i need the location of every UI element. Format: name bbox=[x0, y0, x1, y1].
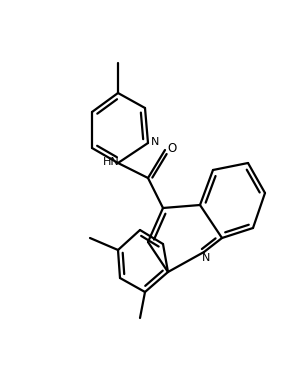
Text: N: N bbox=[151, 137, 159, 147]
Text: HN: HN bbox=[103, 157, 119, 167]
Text: N: N bbox=[202, 253, 210, 263]
Text: O: O bbox=[167, 142, 177, 154]
